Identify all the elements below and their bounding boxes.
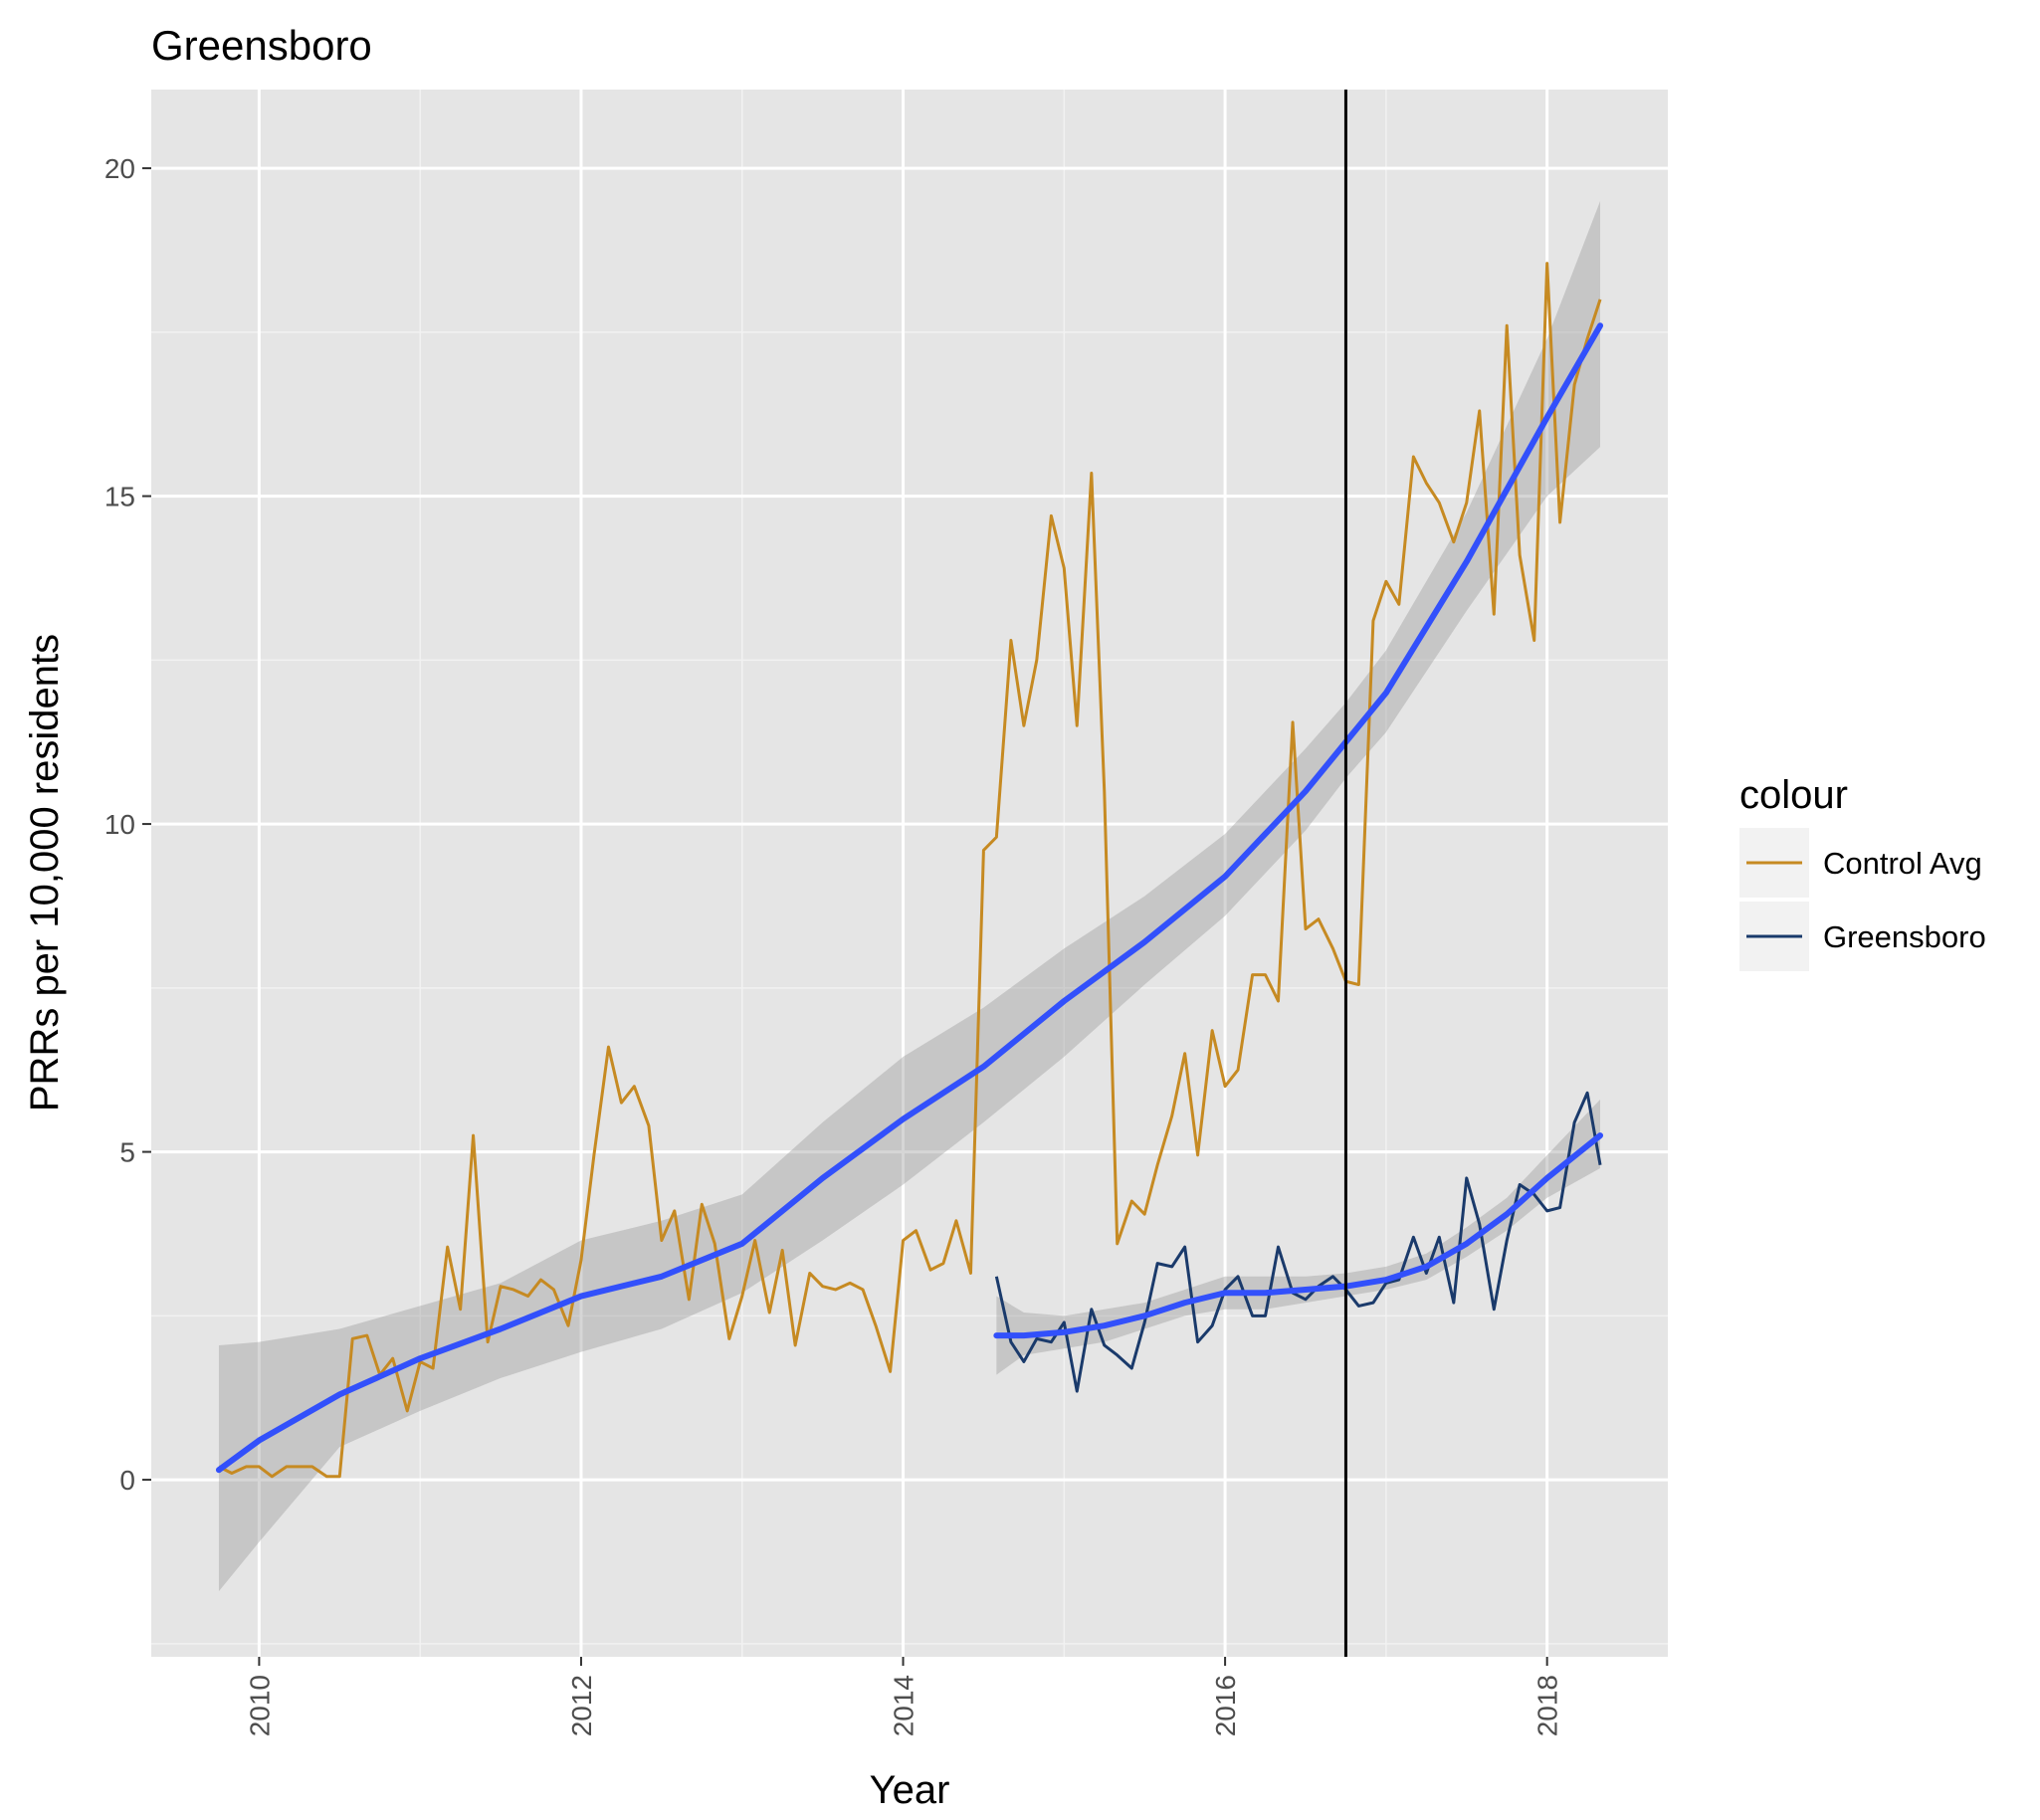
y-axis: 0 5 10 15 20: [104, 153, 151, 1496]
legend: colour Control Avg Greensboro: [1739, 773, 1986, 971]
y-tick-label: 5: [119, 1137, 135, 1168]
y-tick-label: 10: [104, 809, 135, 840]
y-axis-title: PRRs per 10,000 residents: [23, 634, 67, 1112]
x-tick-label: 2018: [1532, 1675, 1563, 1736]
legend-label: Control Avg: [1823, 846, 1982, 881]
x-axis-title: Year: [870, 1768, 950, 1812]
x-tick-label: 2010: [244, 1675, 275, 1736]
x-axis: 2010 2012 2014 2016 2018: [244, 1657, 1563, 1736]
y-tick-label: 15: [104, 482, 135, 512]
chart-title: Greensboro: [151, 22, 372, 69]
smooth-line: [215, 322, 1604, 1474]
grid-minor: [151, 90, 1668, 1657]
legend-title: colour: [1739, 773, 1848, 817]
grid-major: [151, 90, 1668, 1657]
x-tick-label: 2012: [566, 1675, 597, 1736]
x-tick-label: 2014: [889, 1675, 919, 1736]
smooth-lines: [215, 322, 1604, 1474]
x-tick-label: 2016: [1210, 1675, 1241, 1736]
smooth-line: [993, 1132, 1604, 1339]
y-tick-label: 20: [104, 153, 135, 184]
series-line-control-avg: [218, 262, 1602, 1479]
y-tick-label: 0: [119, 1465, 135, 1496]
legend-label: Greensboro: [1823, 919, 1986, 954]
